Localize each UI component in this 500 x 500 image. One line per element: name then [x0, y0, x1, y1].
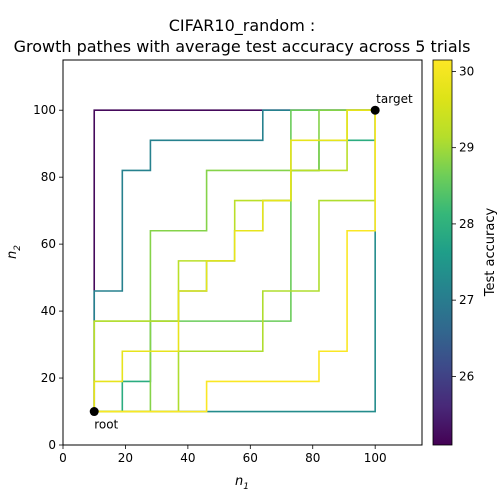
colorbar-label: Test accuracy [483, 208, 498, 298]
colorbar-ticks: 26 27 28 29 30 [452, 64, 474, 383]
x-axis-label-subscript: 1 [243, 482, 249, 492]
colorbar [432, 59, 453, 446]
x-tick-label: 60 [243, 451, 258, 465]
y-tick-label: 60 [41, 237, 56, 251]
chart-subtitle: Growth pathes with average test accuracy… [14, 37, 471, 56]
growth-path-9 [93, 109, 376, 412]
growth-path-8 [93, 109, 376, 412]
colorbar-tick-label: 26 [459, 369, 474, 383]
target-label: target [376, 92, 413, 106]
colorbar-tick-label: 27 [459, 293, 474, 307]
series-layer [93, 109, 376, 413]
x-axis: 0 20 40 60 80 100 [59, 445, 387, 465]
growth-path-10 [94, 110, 376, 413]
y-axis-label: n2 [5, 245, 23, 259]
y-tick-label: 100 [33, 103, 56, 117]
root-label: root [94, 418, 118, 432]
growth-path-7 [94, 110, 376, 413]
growth-path-6 [94, 109, 376, 413]
x-tick-label: 100 [364, 451, 387, 465]
x-tick-label: 20 [118, 451, 133, 465]
colorbar-tick-label: 30 [459, 64, 474, 78]
colorbar-tick-label: 29 [459, 141, 474, 155]
x-tick-label: 0 [59, 451, 67, 465]
y-tick-label: 20 [41, 371, 56, 385]
chart-title: CIFAR10_random : [169, 16, 316, 36]
plot-frame [62, 59, 423, 446]
colorbar-tick-label: 28 [459, 217, 474, 231]
target-marker [370, 105, 380, 115]
y-tick-label: 80 [41, 170, 56, 184]
x-axis-label: n1 [235, 474, 249, 492]
y-tick-label: 0 [48, 438, 56, 452]
x-tick-label: 80 [305, 451, 320, 465]
y-axis: 0 20 40 60 80 100 [33, 103, 63, 452]
points-layer: root target [89, 92, 413, 432]
root-marker [89, 407, 99, 417]
x-tick-label: 40 [180, 451, 195, 465]
y-tick-label: 40 [41, 304, 56, 318]
y-axis-label-subscript: 2 [13, 245, 23, 251]
growth-path-2 [93, 109, 376, 412]
